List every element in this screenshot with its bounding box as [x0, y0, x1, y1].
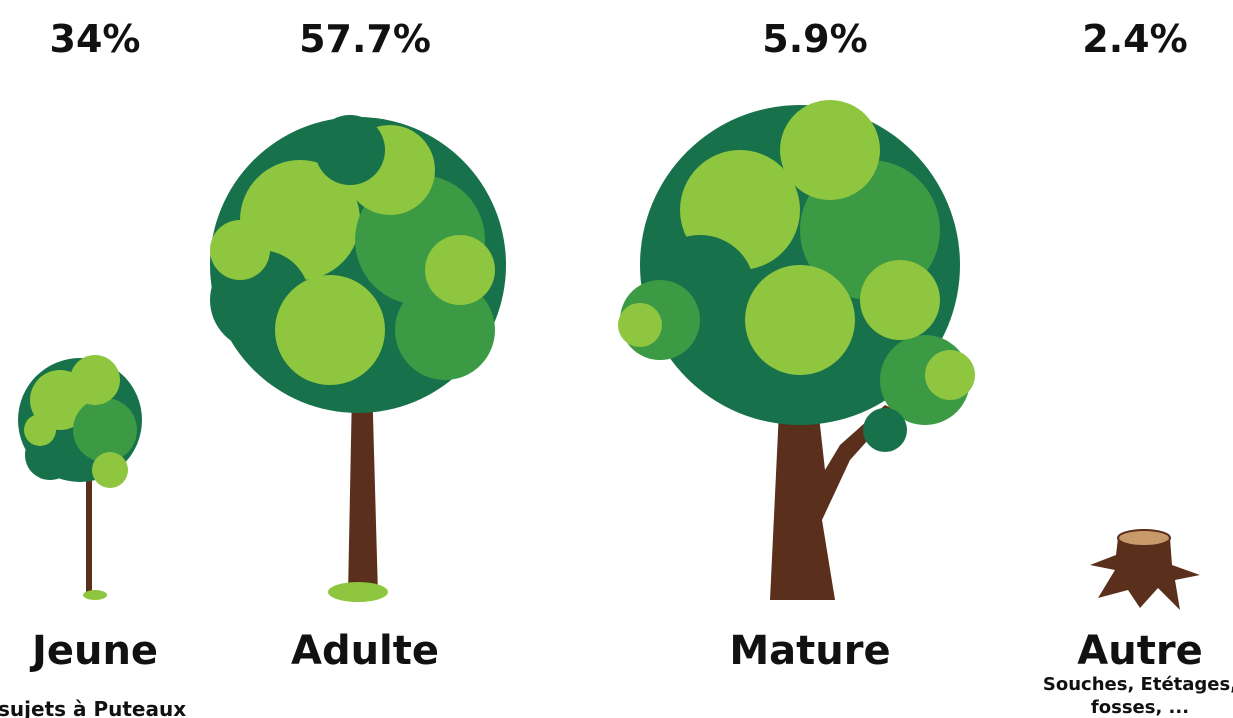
category-label: Autre — [1077, 628, 1202, 674]
category-label: Adulte — [291, 628, 439, 674]
page: 34% 57.7% 5.9% 2.4% Jeune Adulte Mature … — [0, 0, 1233, 718]
percentage: 2.4% — [1082, 17, 1187, 61]
category-note: fosses, ... — [1091, 697, 1189, 718]
tree-adult — [210, 115, 506, 602]
tree-mature — [618, 100, 975, 600]
percentage: 34% — [50, 17, 141, 61]
stump — [1090, 530, 1200, 610]
category-note: Souches, Etétages, — [1043, 674, 1233, 695]
infographic: 34% 57.7% 5.9% 2.4% Jeune Adulte Mature … — [0, 0, 1233, 718]
footer-text: sujets à Puteaux — [0, 697, 186, 718]
category-label: Jeune — [29, 628, 158, 674]
percentage: 57.7% — [299, 17, 431, 61]
tree-young — [18, 355, 142, 600]
category-label: Mature — [729, 628, 890, 674]
percentage: 5.9% — [762, 17, 867, 61]
